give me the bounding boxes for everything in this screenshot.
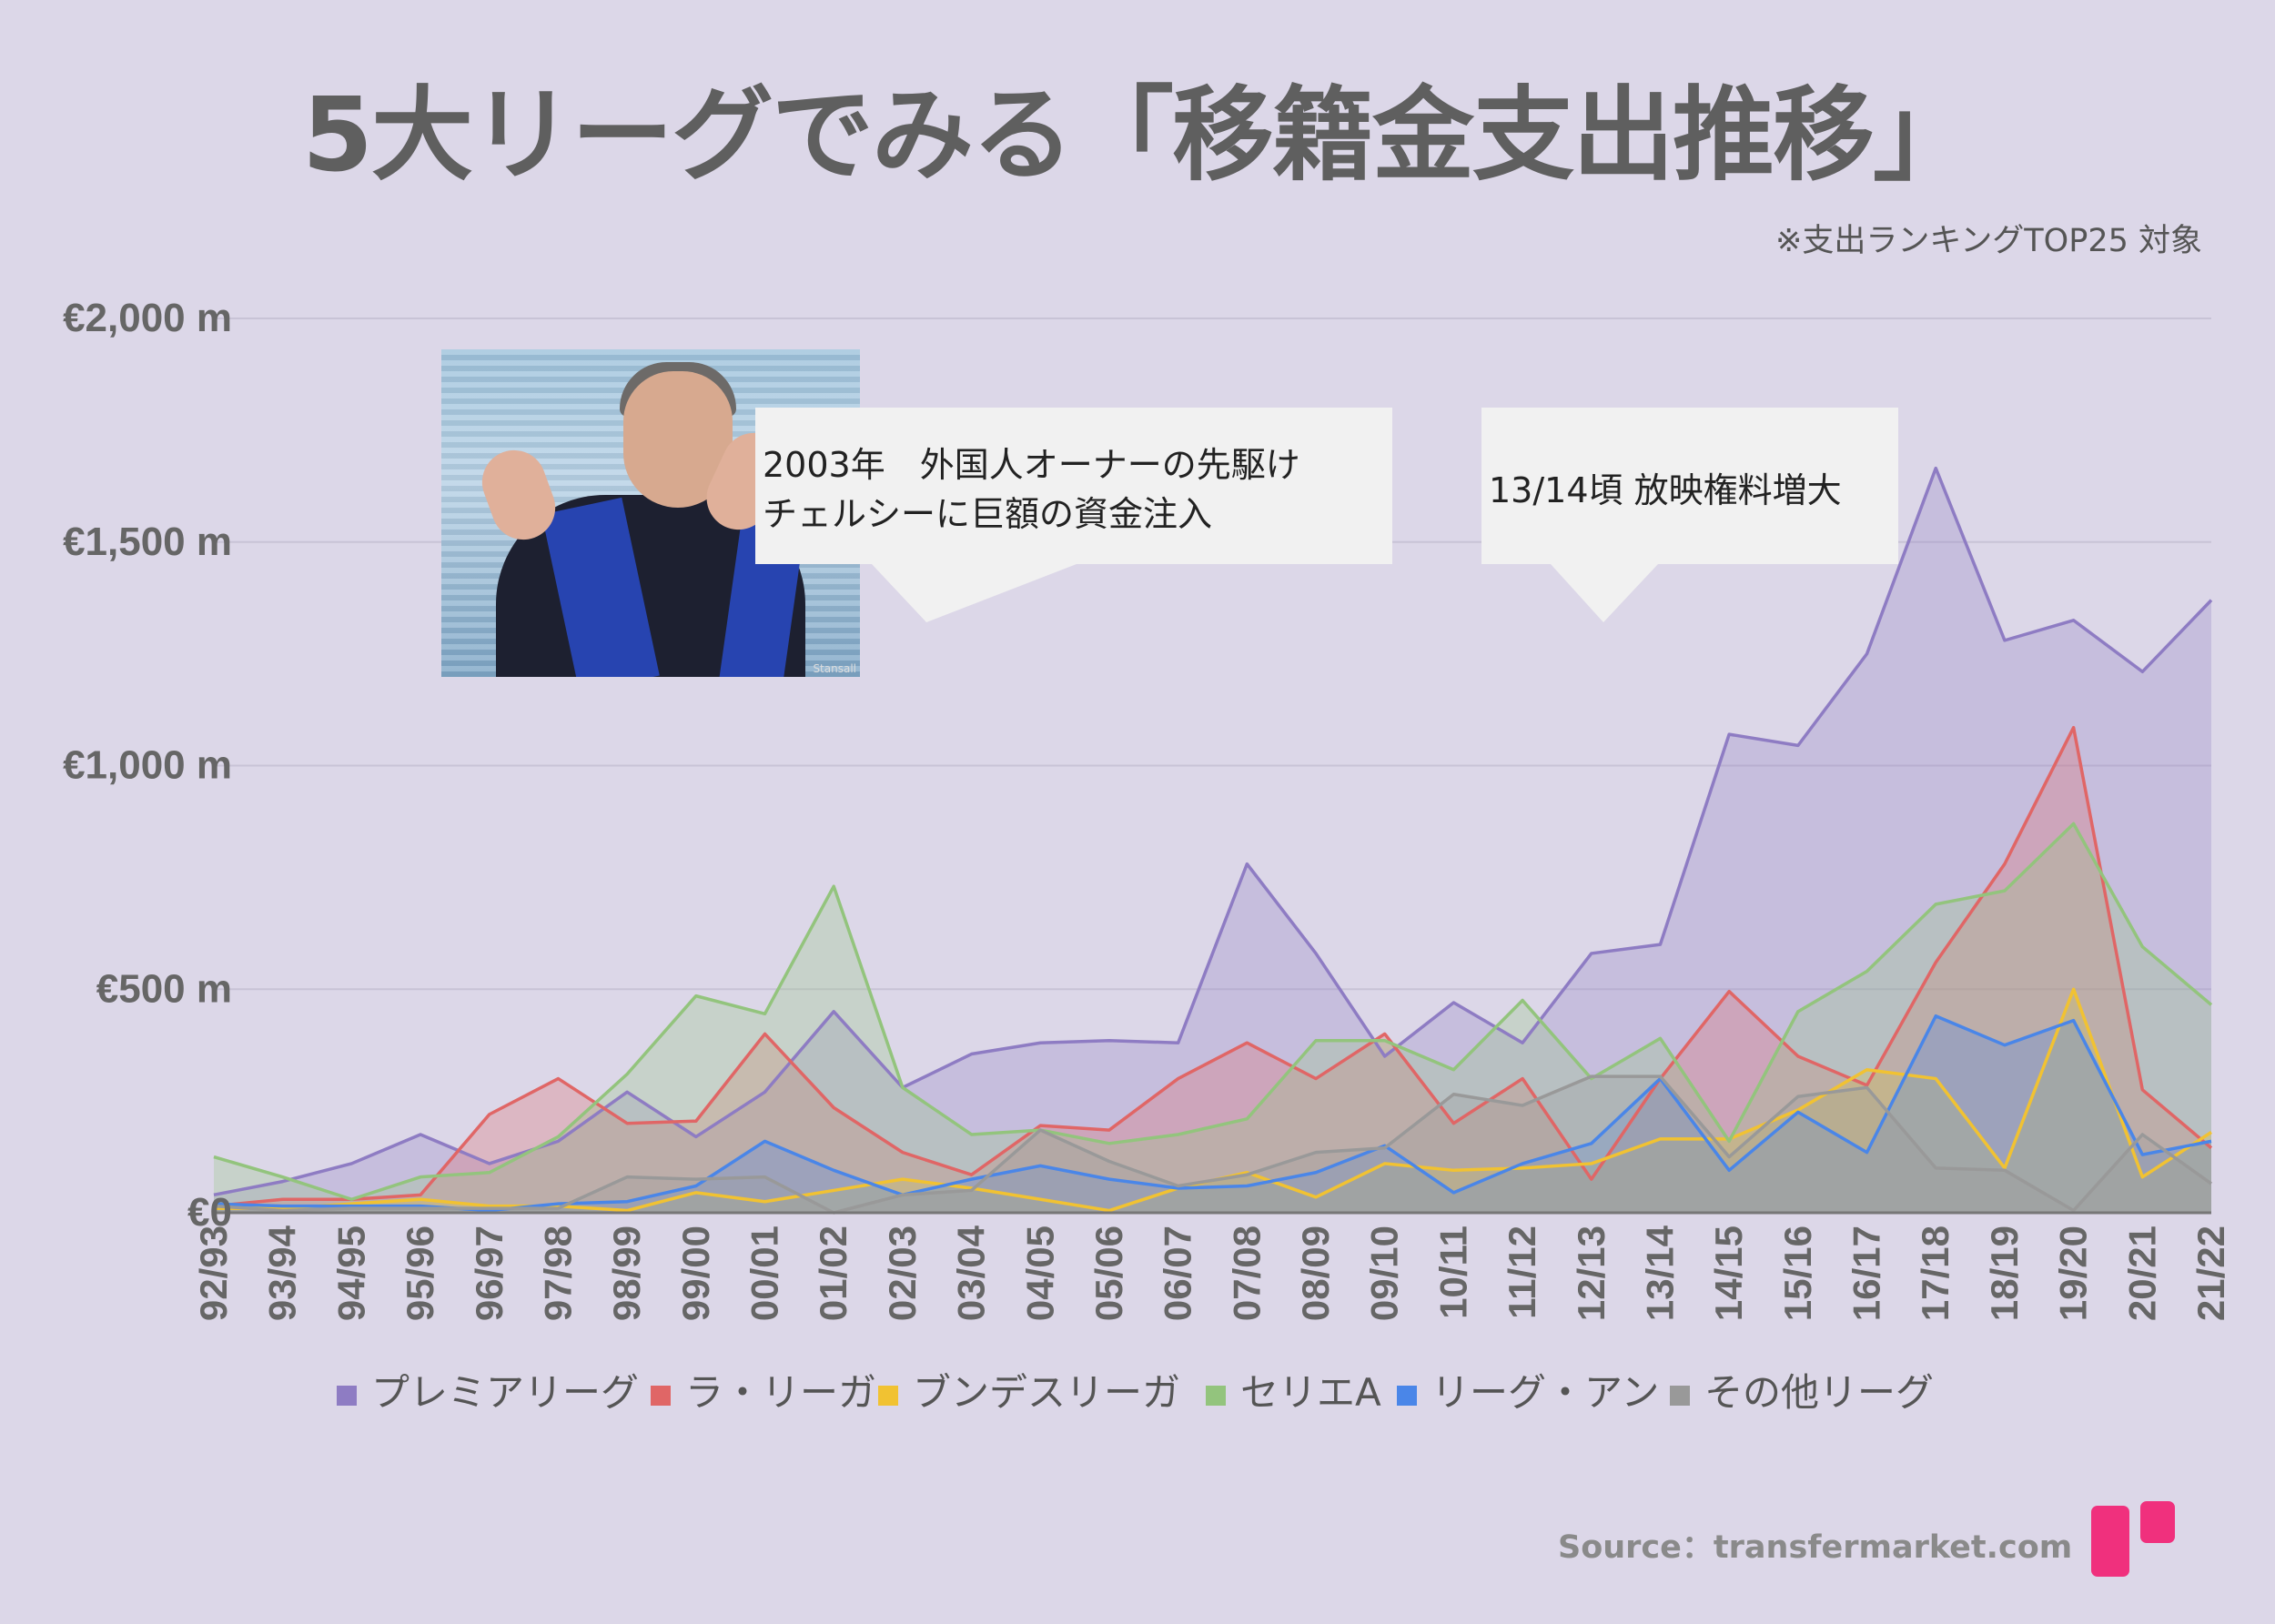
series-area xyxy=(214,468,2211,1213)
x-tick-label: 18/19 xyxy=(1983,1226,2026,1321)
x-tick-label: 04/05 xyxy=(1018,1226,1061,1321)
callout-broadcast-rights: 13/14頃 放映権料増大 xyxy=(1481,408,1898,564)
legend-swatch xyxy=(1670,1386,1690,1406)
series-area xyxy=(214,1015,2211,1213)
series-area xyxy=(214,727,2211,1213)
callout-pointer xyxy=(1551,564,1658,622)
x-tick-label: 97/98 xyxy=(536,1226,579,1321)
x-tick-label: 92/93 xyxy=(192,1226,235,1321)
x-tick-label: 96/97 xyxy=(468,1226,511,1321)
callout-chelsea-line2: チェルシーに巨額の資金注入 xyxy=(763,494,1213,534)
series-area xyxy=(214,823,2211,1213)
series-line xyxy=(213,822,2213,1202)
x-tick-label: 94/95 xyxy=(329,1226,372,1321)
x-tick-label: 21/22 xyxy=(2189,1226,2232,1321)
source-credit: Source：transfermarket.com xyxy=(1558,1529,2073,1566)
x-tick-label: 11/12 xyxy=(1501,1226,1543,1319)
callout-chelsea-line1: 2003年 外国人オーナーの先駆け xyxy=(763,445,1300,485)
x-tick-label: 99/00 xyxy=(674,1226,717,1321)
x-tick-label: 09/10 xyxy=(1363,1226,1406,1321)
callout-pointer xyxy=(872,564,1077,622)
series-line xyxy=(213,725,2213,1208)
callout-chelsea-owner: 2003年 外国人オーナーの先駆け チェルシーに巨額の資金注入 xyxy=(755,408,1392,564)
callout-broadcast-line1: 13/14頃 放映権料増大 xyxy=(1489,470,1842,510)
x-tick-label: 14/15 xyxy=(1707,1226,1750,1321)
x-tick-label: 16/17 xyxy=(1845,1226,1888,1321)
brand-logo-mark xyxy=(2140,1501,2175,1543)
photo-watermark: Stansall xyxy=(813,662,856,675)
x-tick-label: 02/03 xyxy=(881,1226,924,1321)
x-tick-label: 15/16 xyxy=(1776,1226,1819,1321)
brand-logo xyxy=(2091,1506,2129,1577)
x-tick-label: 00/01 xyxy=(743,1226,786,1321)
series-line xyxy=(213,466,2213,1197)
x-tick-label: 07/08 xyxy=(1225,1226,1268,1321)
x-tick-label: 01/02 xyxy=(812,1226,854,1321)
legend-label: その他リーグ xyxy=(1704,1370,1934,1415)
legend-label: ブンデスリーガ xyxy=(913,1370,1180,1415)
y-axis-tick-labels: €0 €500 m €1,000 m €1,500 m €2,000 m xyxy=(63,296,232,1235)
legend-swatch xyxy=(337,1386,357,1406)
page-title: 5大リーグでみる「移籍金支出推移」 xyxy=(302,76,1975,195)
legend-label: セリエA xyxy=(1240,1370,1381,1415)
y-tick-label: €0 xyxy=(187,1190,232,1235)
series-area xyxy=(214,989,2211,1213)
chart-subtitle: ※支出ランキングTOP25 対象 xyxy=(1775,223,2202,259)
series-lines xyxy=(213,466,2213,1215)
x-tick-label: 98/99 xyxy=(605,1226,648,1321)
series-line xyxy=(213,1074,2213,1215)
legend-label: ラ・リーガ xyxy=(685,1370,876,1415)
x-tick-label: 95/96 xyxy=(399,1226,441,1321)
legend-swatch xyxy=(1397,1386,1417,1406)
legend-label: リーグ・アン xyxy=(1431,1370,1659,1415)
y-tick-label: €1,000 m xyxy=(63,743,232,788)
legend-swatch xyxy=(878,1386,898,1406)
y-tick-label: €1,500 m xyxy=(63,519,232,564)
x-tick-label: 06/07 xyxy=(1157,1226,1199,1321)
x-tick-label: 93/94 xyxy=(261,1225,304,1321)
x-tick-label: 13/14 xyxy=(1638,1225,1681,1321)
x-tick-label: 12/13 xyxy=(1570,1226,1613,1321)
x-tick-label: 10/11 xyxy=(1431,1226,1474,1319)
series-line xyxy=(213,1014,2212,1213)
legend-label: プレミアリーグ xyxy=(371,1370,639,1415)
x-tick-label: 19/20 xyxy=(2052,1226,2095,1321)
x-tick-label: 20/21 xyxy=(2120,1226,2163,1321)
x-tick-label: 08/09 xyxy=(1294,1226,1337,1321)
y-tick-label: €2,000 m xyxy=(63,296,232,340)
x-tick-label: 03/04 xyxy=(950,1225,993,1321)
x-tick-label: 05/06 xyxy=(1087,1226,1130,1321)
x-tick-label: 17/18 xyxy=(1914,1226,1956,1321)
legend-swatch xyxy=(1206,1386,1226,1406)
legend-swatch xyxy=(651,1386,671,1406)
x-axis-tick-labels: 92/93 93/94 94/95 95/96 96/97 97/98 98/99 99/00… xyxy=(192,1225,2232,1321)
y-tick-label: €500 m xyxy=(96,966,232,1011)
chart-legend: プレミアリーグ ラ・リーガ ブンデスリーガ セリエA リーグ・アン その他リーグ xyxy=(337,1370,1934,1415)
